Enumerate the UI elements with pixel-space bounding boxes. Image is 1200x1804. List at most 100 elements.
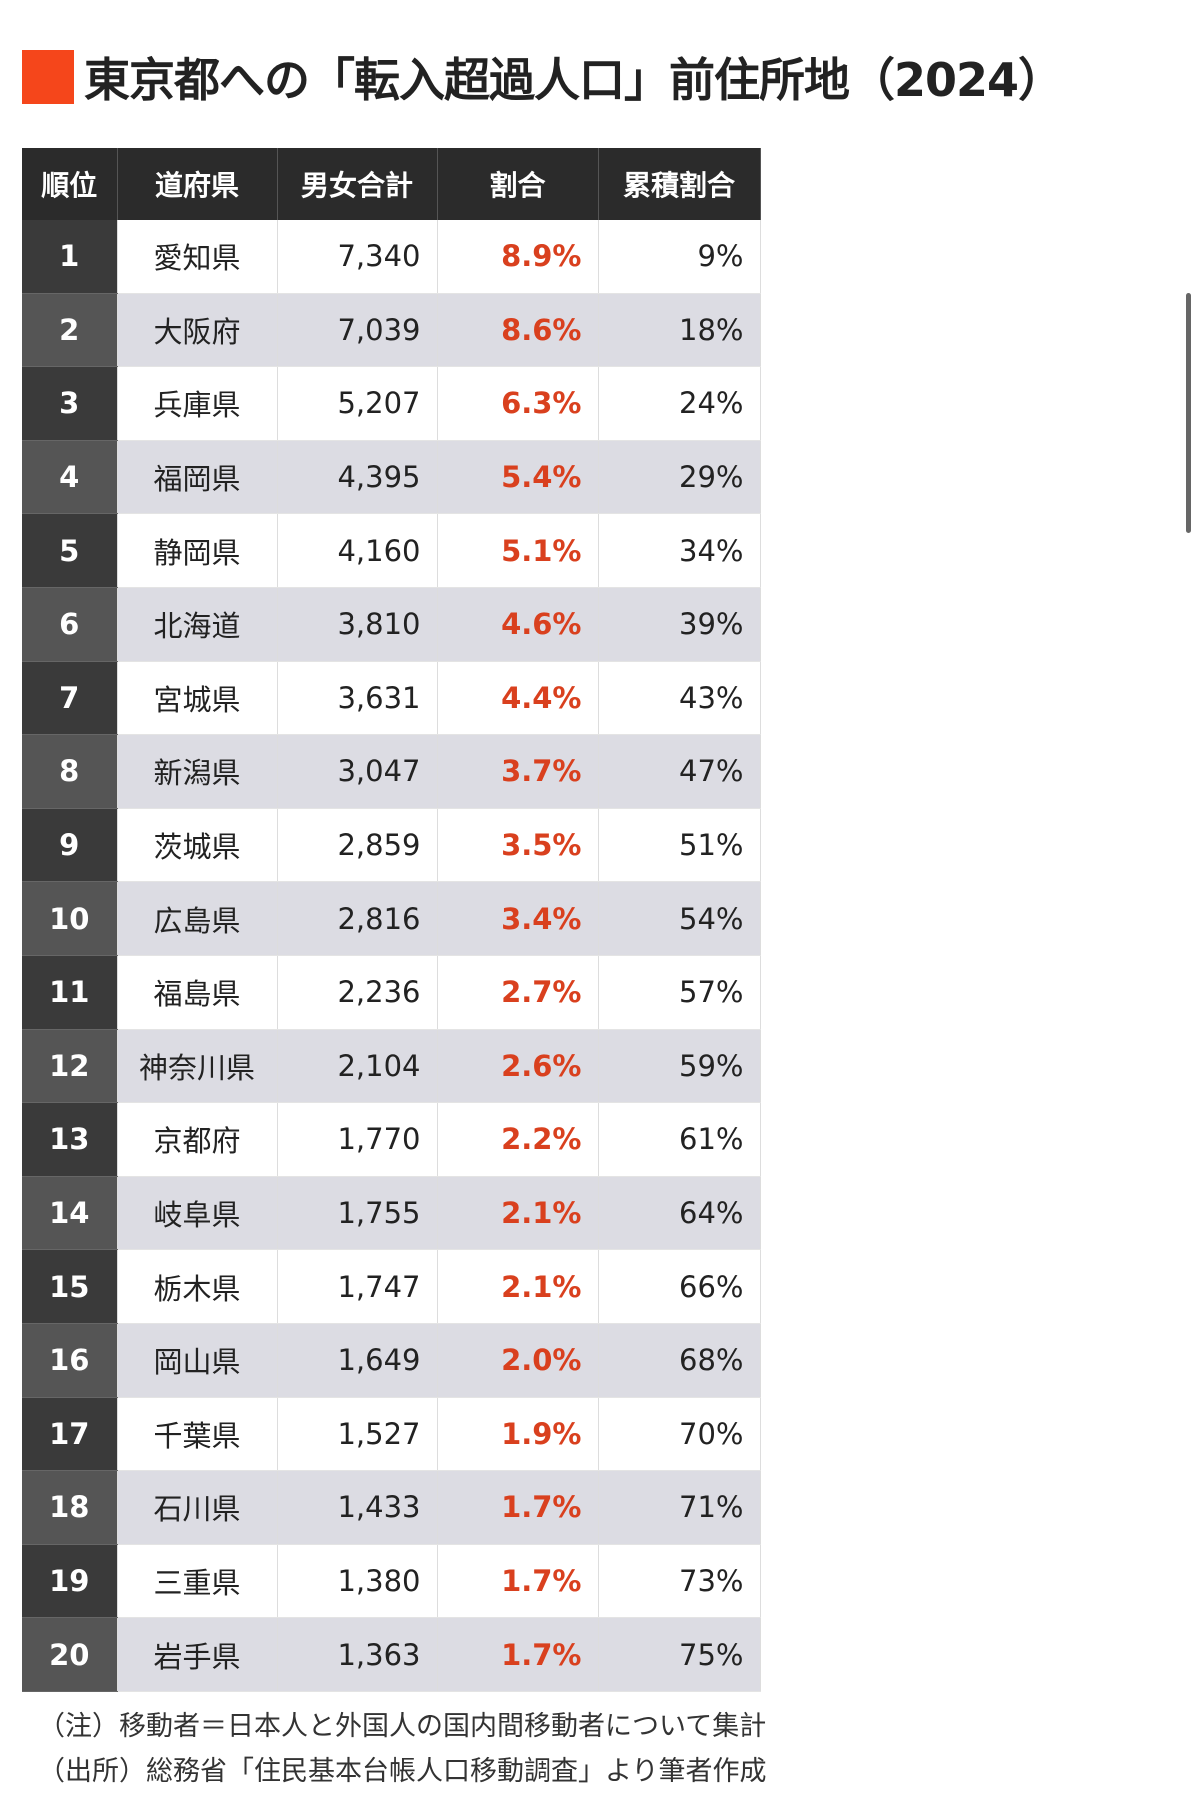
- cell-cumulative-share: 66%: [598, 1249, 761, 1324]
- table-row: 7 宮城県 3,631 4.4% 43%: [22, 661, 761, 736]
- table-row: 2 大阪府 7,039 8.6% 18%: [22, 293, 761, 368]
- cell-total: 4,160: [277, 513, 438, 588]
- cell-prefecture: 京都府: [117, 1102, 278, 1177]
- cell-cumulative-share: 24%: [598, 366, 761, 441]
- table-row: 11 福島県 2,236 2.7% 57%: [22, 955, 761, 1030]
- note-line: （注）移動者＝日本人と外国人の国内間移動者について集計: [38, 1711, 767, 1742]
- cell-share: 2.7%: [437, 955, 599, 1030]
- cell-prefecture: 岩手県: [117, 1617, 278, 1692]
- table-row: 12 神奈川県 2,104 2.6% 59%: [22, 1029, 761, 1104]
- cell-prefecture: 宮城県: [117, 661, 278, 736]
- cell-total: 7,340: [277, 220, 438, 294]
- page-title: 東京都への「転入超過人口」前住所地（2024）: [22, 44, 1064, 110]
- cell-share: 2.0%: [437, 1323, 599, 1398]
- cell-rank: 5: [22, 513, 118, 588]
- cell-cumulative-share: 64%: [598, 1176, 761, 1251]
- cell-total: 1,755: [277, 1176, 438, 1251]
- cell-cumulative-share: 73%: [598, 1544, 761, 1619]
- cell-cumulative-share: 57%: [598, 955, 761, 1030]
- cell-share: 1.7%: [437, 1617, 599, 1692]
- cell-prefecture: 広島県: [117, 881, 278, 956]
- cell-share: 8.6%: [437, 293, 599, 368]
- cell-rank: 12: [22, 1029, 118, 1104]
- cell-total: 3,047: [277, 734, 438, 809]
- cell-cumulative-share: 75%: [598, 1617, 761, 1692]
- cell-cumulative-share: 34%: [598, 513, 761, 588]
- cell-total: 5,207: [277, 366, 438, 441]
- cell-rank: 9: [22, 808, 118, 883]
- cell-prefecture: 栃木県: [117, 1249, 278, 1324]
- cell-share: 2.1%: [437, 1249, 599, 1324]
- cell-cumulative-share: 71%: [598, 1470, 761, 1545]
- cell-share: 1.7%: [437, 1470, 599, 1545]
- cell-rank: 10: [22, 881, 118, 956]
- cell-share: 2.2%: [437, 1102, 599, 1177]
- ranking-table: 順位 道府県 男女合計 割合 累積割合 1 愛知県 7,340 8.9% 9% 2 大阪府 7,039…: [22, 148, 761, 1692]
- cell-share: 6.3%: [437, 366, 599, 441]
- cell-prefecture: 岐阜県: [117, 1176, 278, 1251]
- table-row: 16 岡山県 1,649 2.0% 68%: [22, 1323, 761, 1398]
- cell-prefecture: 静岡県: [117, 513, 278, 588]
- cell-rank: 8: [22, 734, 118, 809]
- cell-prefecture: 福島県: [117, 955, 278, 1030]
- table-row: 14 岐阜県 1,755 2.1% 64%: [22, 1176, 761, 1251]
- cell-rank: 1: [22, 220, 118, 294]
- cell-rank: 4: [22, 440, 118, 515]
- cell-total: 3,810: [277, 587, 438, 662]
- cell-cumulative-share: 18%: [598, 293, 761, 368]
- table-row: 13 京都府 1,770 2.2% 61%: [22, 1102, 761, 1177]
- footnotes: （注）移動者＝日本人と外国人の国内間移動者について集計 （出所）総務省「住民基本…: [38, 1704, 766, 1794]
- cell-share: 1.7%: [437, 1544, 599, 1619]
- cell-prefecture: 愛知県: [117, 220, 278, 294]
- cell-share: 1.9%: [437, 1397, 599, 1472]
- cell-rank: 14: [22, 1176, 118, 1251]
- table-row: 20 岩手県 1,363 1.7% 75%: [22, 1617, 761, 1692]
- table-row: 5 静岡県 4,160 5.1% 34%: [22, 513, 761, 588]
- cell-rank: 19: [22, 1544, 118, 1619]
- table-row: 17 千葉県 1,527 1.9% 70%: [22, 1397, 761, 1472]
- cell-cumulative-share: 70%: [598, 1397, 761, 1472]
- cell-share: 3.4%: [437, 881, 599, 956]
- cell-cumulative-share: 51%: [598, 808, 761, 883]
- header-total: 男女合計: [277, 148, 438, 220]
- cell-total: 3,631: [277, 661, 438, 736]
- table-row: 6 北海道 3,810 4.6% 39%: [22, 587, 761, 662]
- cell-rank: 15: [22, 1249, 118, 1324]
- cell-prefecture: 千葉県: [117, 1397, 278, 1472]
- cell-cumulative-share: 39%: [598, 587, 761, 662]
- cell-prefecture: 岡山県: [117, 1323, 278, 1398]
- cell-rank: 3: [22, 366, 118, 441]
- table-row: 4 福岡県 4,395 5.4% 29%: [22, 440, 761, 515]
- cell-total: 2,816: [277, 881, 438, 956]
- cell-rank: 16: [22, 1323, 118, 1398]
- cell-prefecture: 茨城県: [117, 808, 278, 883]
- cell-share: 4.4%: [437, 661, 599, 736]
- cell-cumulative-share: 61%: [598, 1102, 761, 1177]
- cell-cumulative-share: 9%: [598, 220, 761, 294]
- table-row: 9 茨城県 2,859 3.5% 51%: [22, 808, 761, 883]
- cell-total: 2,104: [277, 1029, 438, 1104]
- cell-cumulative-share: 29%: [598, 440, 761, 515]
- cell-total: 1,380: [277, 1544, 438, 1619]
- cell-prefecture: 神奈川県: [117, 1029, 278, 1104]
- cell-share: 3.5%: [437, 808, 599, 883]
- cell-total: 1,433: [277, 1470, 438, 1545]
- cell-share: 2.6%: [437, 1029, 599, 1104]
- cell-total: 1,770: [277, 1102, 438, 1177]
- cell-rank: 20: [22, 1617, 118, 1692]
- table-row: 3 兵庫県 5,207 6.3% 24%: [22, 366, 761, 441]
- cell-total: 1,527: [277, 1397, 438, 1472]
- cell-share: 5.4%: [437, 440, 599, 515]
- cell-rank: 7: [22, 661, 118, 736]
- cell-cumulative-share: 47%: [598, 734, 761, 809]
- cell-prefecture: 福岡県: [117, 440, 278, 515]
- title-marker-icon: [22, 50, 74, 104]
- table-row: 18 石川県 1,433 1.7% 71%: [22, 1470, 761, 1545]
- table-row: 19 三重県 1,380 1.7% 73%: [22, 1544, 761, 1619]
- scrollbar[interactable]: [1186, 293, 1191, 533]
- cell-total: 1,363: [277, 1617, 438, 1692]
- table-row: 15 栃木県 1,747 2.1% 66%: [22, 1249, 761, 1324]
- cell-total: 2,859: [277, 808, 438, 883]
- cell-prefecture: 大阪府: [117, 293, 278, 368]
- table-header: 順位 道府県 男女合計 割合 累積割合: [22, 148, 761, 220]
